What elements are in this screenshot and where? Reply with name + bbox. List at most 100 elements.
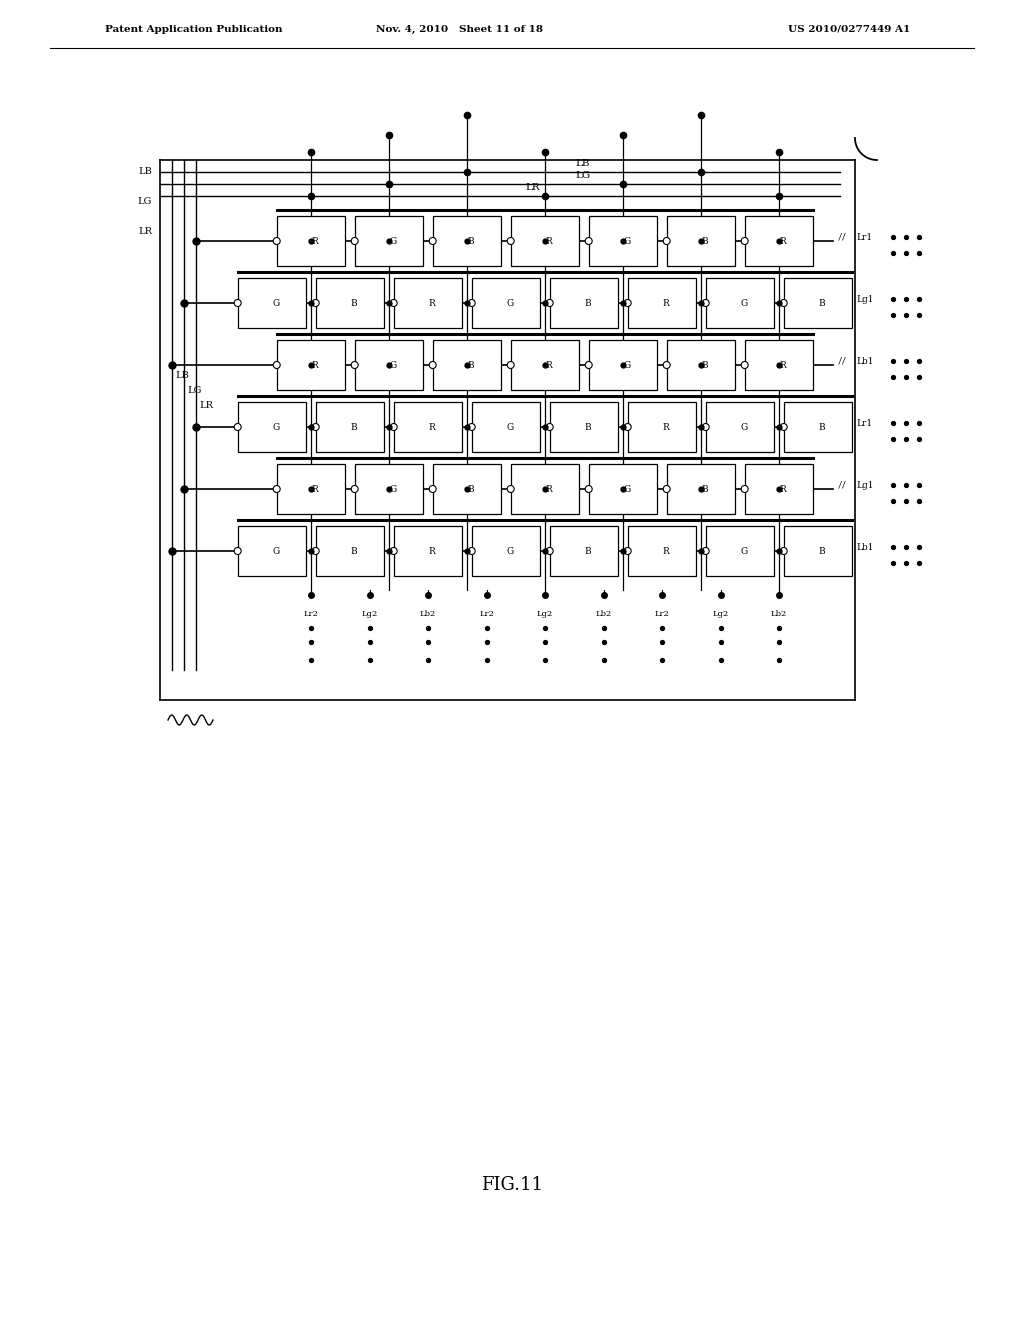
Text: LG: LG [137, 198, 152, 206]
Circle shape [468, 424, 475, 430]
Circle shape [585, 362, 592, 368]
Bar [744, 465, 813, 513]
Text: B: B [468, 484, 474, 494]
Circle shape [625, 548, 631, 554]
Bar [706, 403, 774, 451]
Bar [783, 279, 852, 327]
Circle shape [664, 238, 670, 244]
Bar [433, 465, 502, 513]
Bar [628, 403, 696, 451]
Bar [393, 279, 462, 327]
Text: //: // [838, 543, 847, 552]
Text: R: R [429, 422, 435, 432]
Bar [589, 216, 657, 265]
Circle shape [312, 548, 319, 554]
Bar [744, 341, 813, 389]
Text: Lr1: Lr1 [856, 418, 872, 428]
Circle shape [741, 362, 749, 368]
Text: G: G [740, 422, 748, 432]
Text: R: R [311, 484, 318, 494]
Text: Lr2: Lr2 [654, 610, 670, 618]
Text: Lb2: Lb2 [771, 610, 787, 618]
Circle shape [351, 238, 358, 244]
Text: B: B [468, 360, 474, 370]
Circle shape [585, 486, 592, 492]
Bar [550, 527, 618, 576]
Bar [238, 527, 306, 576]
Circle shape [664, 362, 670, 368]
Circle shape [702, 424, 710, 430]
Text: G: G [389, 236, 396, 246]
Text: G: G [624, 360, 631, 370]
Text: LR: LR [199, 401, 213, 411]
Bar [550, 403, 618, 451]
Text: B: B [701, 484, 709, 494]
Text: B: B [818, 546, 825, 556]
Bar [511, 216, 580, 265]
Text: LB: LB [138, 168, 152, 177]
Text: B: B [585, 546, 591, 556]
Bar [667, 216, 735, 265]
Circle shape [507, 486, 514, 492]
Text: Lr2: Lr2 [303, 610, 318, 618]
Bar [744, 216, 813, 265]
Text: B: B [350, 298, 357, 308]
Circle shape [273, 362, 281, 368]
Circle shape [625, 300, 631, 306]
Text: G: G [624, 236, 631, 246]
Bar [706, 527, 774, 576]
Text: Lg2: Lg2 [713, 610, 729, 618]
Text: B: B [818, 422, 825, 432]
Text: B: B [585, 298, 591, 308]
Circle shape [741, 238, 749, 244]
Circle shape [507, 238, 514, 244]
Circle shape [234, 424, 242, 430]
Bar [706, 279, 774, 327]
Text: Lg1: Lg1 [856, 294, 873, 304]
Circle shape [585, 238, 592, 244]
Circle shape [312, 300, 319, 306]
Bar [238, 403, 306, 451]
Circle shape [429, 238, 436, 244]
Bar [276, 465, 345, 513]
Bar [393, 527, 462, 576]
Text: FIG.11: FIG.11 [481, 1176, 543, 1195]
Circle shape [546, 424, 553, 430]
Bar [315, 527, 384, 576]
Bar [628, 527, 696, 576]
Text: R: R [779, 236, 786, 246]
Circle shape [390, 424, 397, 430]
Text: Nov. 4, 2010   Sheet 11 of 18: Nov. 4, 2010 Sheet 11 of 18 [377, 25, 544, 34]
Circle shape [273, 486, 281, 492]
Text: G: G [272, 298, 280, 308]
Text: Lg2: Lg2 [537, 610, 553, 618]
Circle shape [468, 548, 475, 554]
Circle shape [234, 300, 242, 306]
Text: B: B [585, 422, 591, 432]
Circle shape [702, 548, 710, 554]
Text: Lg1: Lg1 [856, 480, 873, 490]
Bar [433, 341, 502, 389]
Text: R: R [429, 298, 435, 308]
Text: R: R [663, 422, 670, 432]
Text: G: G [507, 422, 514, 432]
Text: R: R [546, 236, 552, 246]
Text: Lb1: Lb1 [856, 543, 873, 552]
Bar [667, 341, 735, 389]
Text: R: R [311, 236, 318, 246]
Text: R: R [779, 484, 786, 494]
Circle shape [390, 300, 397, 306]
Bar [783, 527, 852, 576]
Bar [354, 216, 423, 265]
Bar [550, 279, 618, 327]
Text: //: // [838, 356, 847, 366]
Text: B: B [350, 422, 357, 432]
Text: R: R [779, 360, 786, 370]
Bar [628, 279, 696, 327]
Bar [589, 341, 657, 389]
Circle shape [351, 362, 358, 368]
Text: Lb2: Lb2 [595, 610, 611, 618]
Circle shape [507, 362, 514, 368]
Text: //: // [838, 232, 847, 242]
Text: G: G [624, 484, 631, 494]
